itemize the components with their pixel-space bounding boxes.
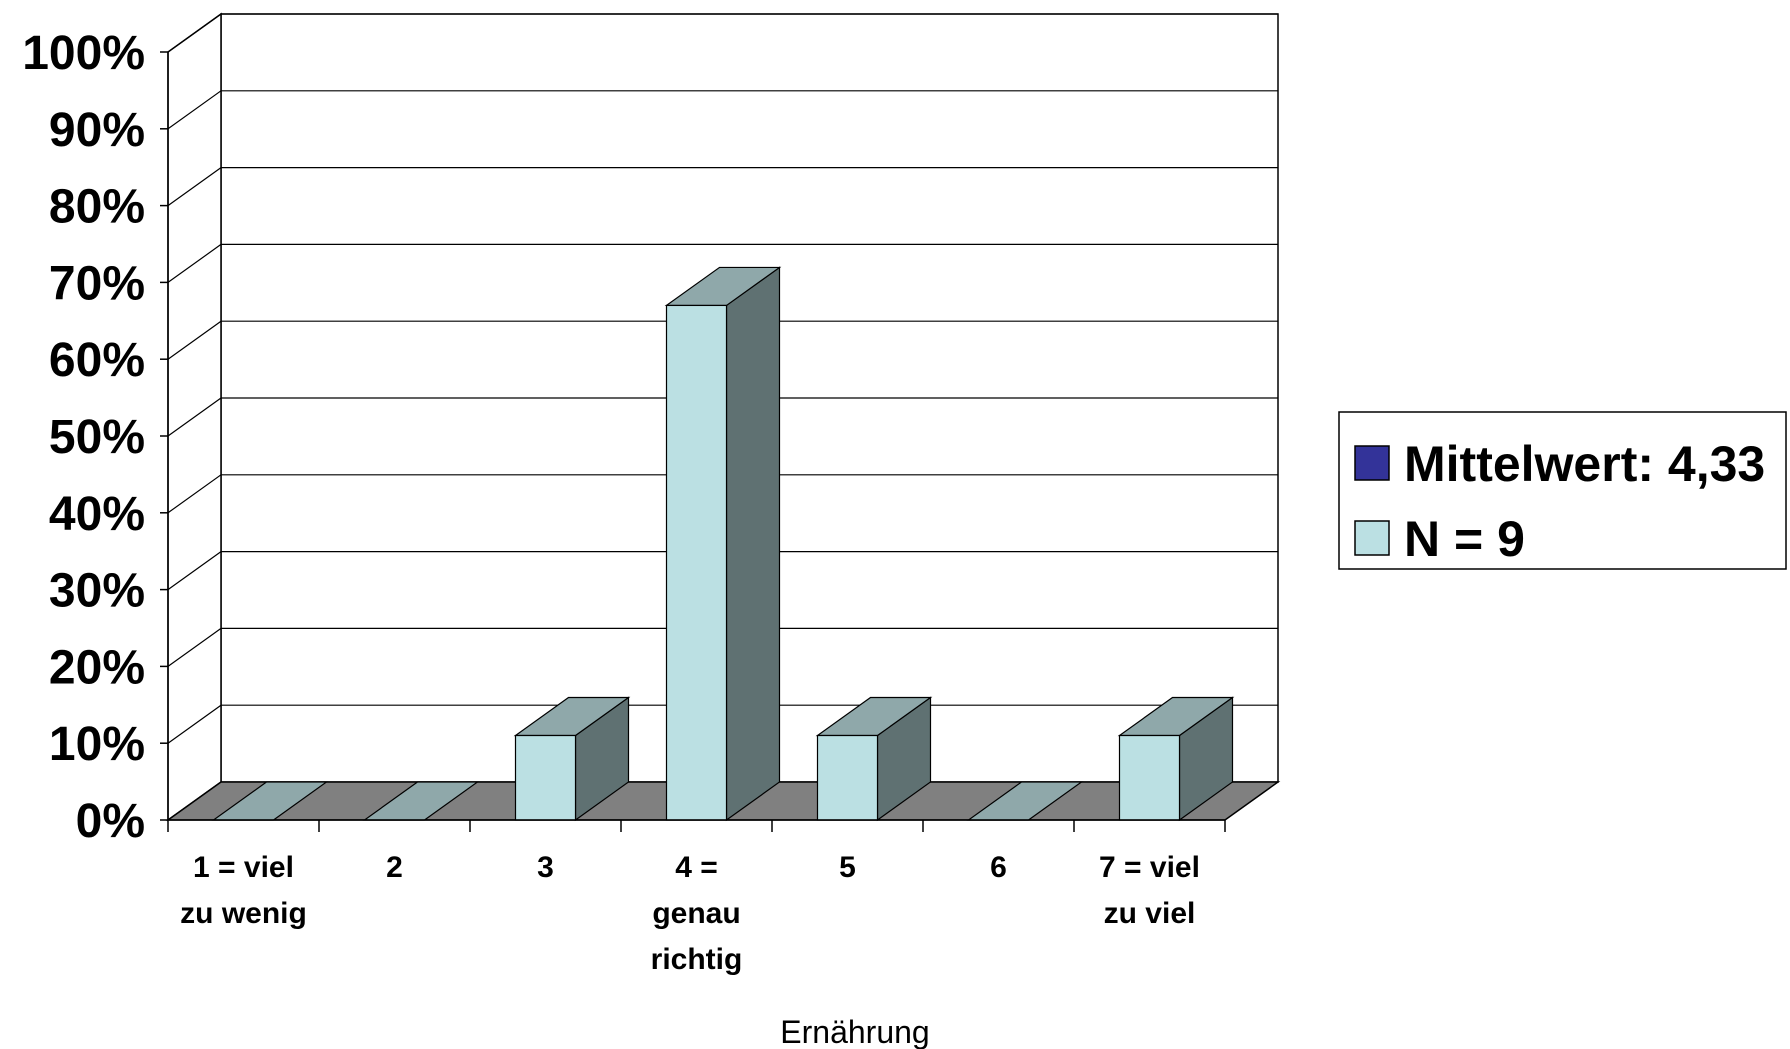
bars xyxy=(211,266,1235,822)
gridline xyxy=(167,13,1278,53)
gridline xyxy=(167,397,1278,437)
x-tick-label: zu wenig xyxy=(180,897,307,930)
gridline xyxy=(167,243,1278,283)
bar-front xyxy=(665,304,728,821)
x-tick-label: 3 xyxy=(537,851,554,884)
y-tick-label: 30% xyxy=(49,565,145,618)
bar xyxy=(513,696,631,822)
x-tick-label: 6 xyxy=(990,851,1007,884)
legend-label: N = 9 xyxy=(1404,511,1525,567)
x-tick-label: 2 xyxy=(386,851,403,884)
y-tick-label: 20% xyxy=(49,641,145,694)
gridline xyxy=(167,167,1278,207)
y-axis-ticks: 0% 10% 20% 30% 40% 50% 60% 70% 80% 90% 100% xyxy=(22,27,169,848)
y-tick-label: 80% xyxy=(49,181,145,234)
legend: Mittelwert: 4,33 N = 9 xyxy=(1338,411,1787,570)
gridline xyxy=(167,474,1278,514)
y-tick-label: 100% xyxy=(22,27,145,80)
y-tick-label: 90% xyxy=(49,104,145,157)
gridline xyxy=(167,627,1278,667)
x-axis-ticks: 1 = viel zu wenig 2 3 4 = genau richtig 5 6 7 = v… xyxy=(167,819,1226,976)
y-tick-label: 10% xyxy=(49,718,145,771)
x-tick-label: genau xyxy=(652,897,740,930)
y-tick-label: 0% xyxy=(76,795,145,848)
y-tick-label: 50% xyxy=(49,411,145,464)
legend-swatch xyxy=(1354,445,1390,481)
gridline xyxy=(167,550,1278,591)
x-tick-label: 5 xyxy=(839,851,856,884)
bar xyxy=(815,696,933,822)
legend-label: Mittelwert: 4,33 xyxy=(1404,436,1765,492)
x-axis-label: Ernährung xyxy=(780,1014,929,1049)
y-tick-label: 70% xyxy=(49,257,145,310)
x-tick-label: richtig xyxy=(651,943,743,976)
x-tick-label: zu viel xyxy=(1104,897,1196,930)
gridline xyxy=(167,90,1278,130)
gridline xyxy=(167,320,1278,360)
gridlines xyxy=(167,13,1278,744)
bar xyxy=(664,266,782,822)
x-tick-label: 7 = viel xyxy=(1099,851,1200,884)
x-tick-label: 4 = xyxy=(675,851,718,884)
legend-box xyxy=(1338,411,1787,570)
legend-swatch xyxy=(1354,520,1390,556)
bar-front xyxy=(1118,734,1181,821)
y-tick-label: 60% xyxy=(49,334,145,387)
bar-side xyxy=(725,266,781,822)
y-tick-label: 40% xyxy=(49,488,145,541)
bar-front xyxy=(514,734,577,821)
x-tick-label: 1 = viel xyxy=(193,851,294,884)
bar-front xyxy=(816,734,879,821)
bar xyxy=(1117,696,1235,822)
